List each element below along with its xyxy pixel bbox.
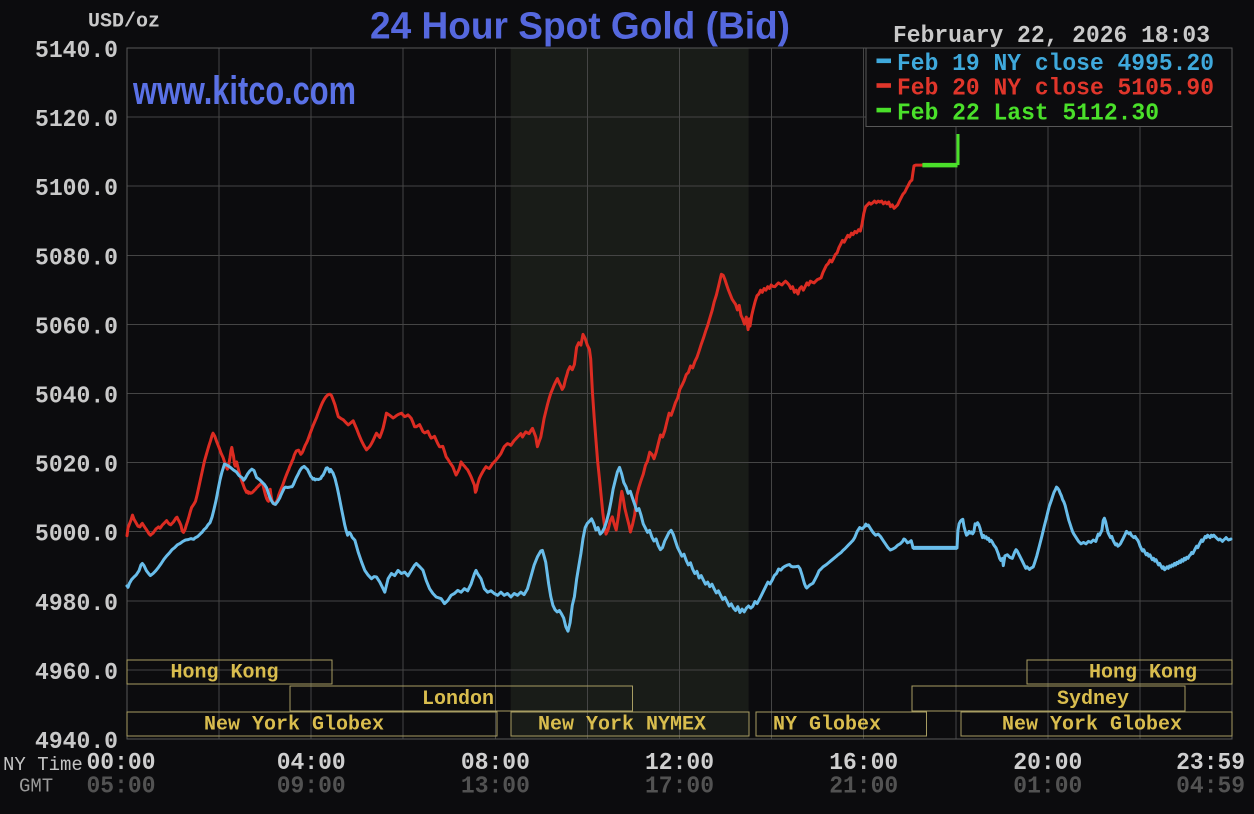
svg-text:NY Time: NY Time [3,754,83,776]
svg-text:5120.0: 5120.0 [35,107,118,134]
svg-text:Sydney: Sydney [1057,688,1129,711]
svg-text:NY Globex: NY Globex [773,714,881,737]
svg-text:GMT: GMT [19,776,53,798]
svg-text:Feb 20 NY close 5105.90: Feb 20 NY close 5105.90 [897,76,1214,103]
svg-text:5000.0: 5000.0 [35,522,118,549]
svg-text:12:00: 12:00 [645,750,714,777]
svg-text:21:00: 21:00 [829,774,898,801]
svg-text:01:00: 01:00 [1013,774,1082,801]
svg-text:5040.0: 5040.0 [35,384,118,411]
svg-text:5080.0: 5080.0 [35,245,118,272]
svg-text:23:59: 23:59 [1176,750,1245,777]
svg-text:04:59: 04:59 [1176,774,1245,801]
svg-text:4960.0: 4960.0 [35,660,118,687]
svg-text:13:00: 13:00 [461,774,530,801]
svg-text:Feb 19 NY close 4995.20: Feb 19 NY close 4995.20 [897,51,1214,78]
svg-text:16:00: 16:00 [829,750,898,777]
svg-text:Hong Kong: Hong Kong [1089,662,1197,685]
svg-text:05:00: 05:00 [87,774,156,801]
svg-text:08:00: 08:00 [461,750,530,777]
svg-text:London: London [422,688,494,711]
svg-text:00:00: 00:00 [87,750,156,777]
svg-text:04:00: 04:00 [277,750,346,777]
svg-text:4940.0: 4940.0 [35,729,118,756]
svg-text:5020.0: 5020.0 [35,453,118,480]
svg-text:5100.0: 5100.0 [35,176,118,203]
svg-text:24 Hour Spot Gold (Bid): 24 Hour Spot Gold (Bid) [370,6,790,48]
svg-text:Hong Kong: Hong Kong [170,662,278,685]
svg-text:09:00: 09:00 [277,774,346,801]
svg-text:5140.0: 5140.0 [35,38,118,65]
svg-text:4980.0: 4980.0 [35,591,118,618]
svg-text:5060.0: 5060.0 [35,314,118,341]
svg-text:www.kitco.com: www.kitco.com [132,69,356,113]
svg-text:New York Globex: New York Globex [204,714,384,737]
svg-text:USD/oz: USD/oz [88,11,160,34]
svg-text:New York NYMEX: New York NYMEX [538,714,706,737]
svg-text:February 22, 2026 18:03: February 22, 2026 18:03 [893,23,1210,50]
svg-text:17:00: 17:00 [645,774,714,801]
svg-text:20:00: 20:00 [1013,750,1082,777]
svg-text:Feb 22 Last 5112.30: Feb 22 Last 5112.30 [897,100,1159,127]
svg-text:New York Globex: New York Globex [1002,714,1182,737]
